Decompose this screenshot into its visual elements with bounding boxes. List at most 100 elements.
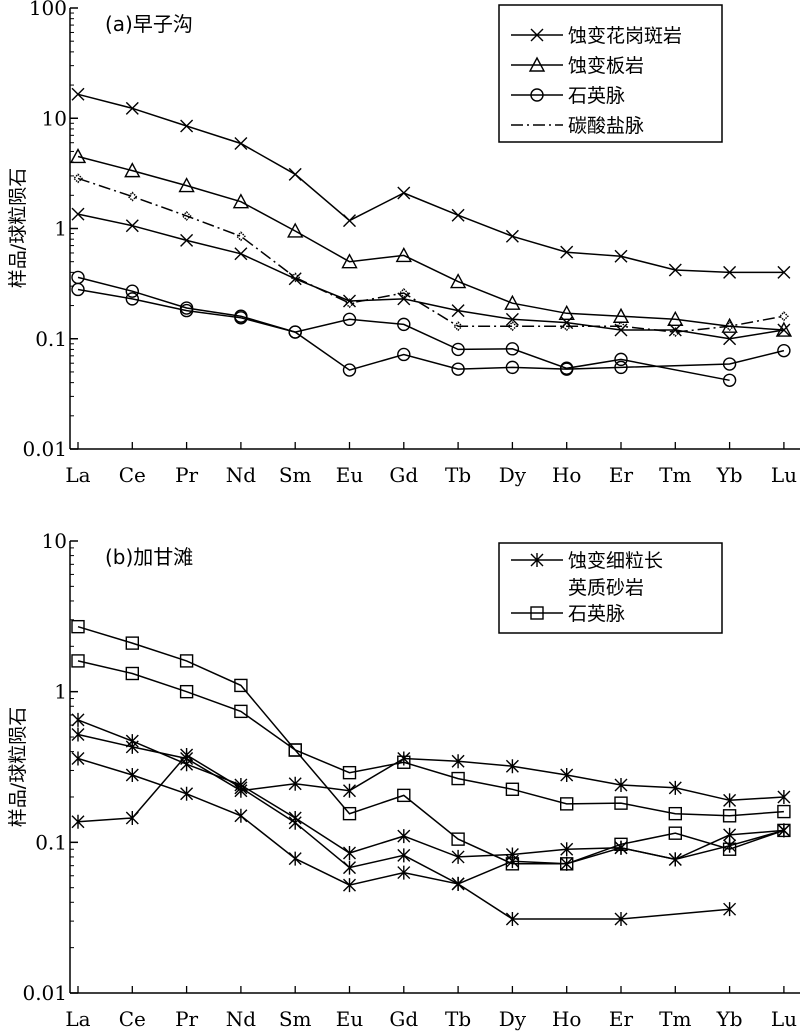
series-line	[77, 733, 784, 802]
star-marker	[397, 865, 411, 880]
star-marker	[451, 876, 465, 891]
x-marker	[343, 294, 356, 308]
y-tick-label: 100	[29, 0, 67, 20]
diamond-marker	[290, 272, 301, 283]
star-marker	[723, 838, 737, 853]
x-tick-label: Ho	[552, 463, 581, 487]
star-marker	[288, 815, 302, 830]
star-marker	[614, 778, 628, 793]
star-marker	[451, 754, 465, 769]
star-marker	[71, 751, 85, 766]
diamond-marker	[507, 321, 518, 332]
square-marker	[342, 806, 357, 821]
circle-marker	[451, 362, 465, 376]
legend-label: 蚀变板岩	[568, 55, 644, 77]
y-axis-label: 样品/球粒陨石	[7, 707, 29, 827]
star-marker	[777, 789, 791, 804]
y-tick-label: 1	[54, 680, 67, 704]
diamond-marker	[181, 210, 192, 221]
data-series	[71, 282, 791, 377]
data-series	[71, 751, 737, 926]
x-marker	[451, 304, 465, 318]
star-marker	[343, 860, 356, 875]
star-marker	[125, 739, 139, 754]
star-marker	[343, 878, 356, 893]
diamond-marker	[670, 327, 681, 338]
circle-marker	[560, 362, 574, 376]
x-tick-label: Sm	[279, 463, 312, 487]
x-marker	[180, 119, 194, 133]
x-tick-label: Eu	[336, 1007, 364, 1031]
diamond-marker	[344, 298, 355, 309]
data-series	[71, 619, 791, 871]
x-tick-label: Ho	[552, 1007, 581, 1031]
x-tick-label: Er	[609, 1007, 634, 1031]
x-marker	[777, 323, 791, 337]
x-marker	[125, 101, 139, 115]
y-tick-label: 0.1	[35, 830, 67, 854]
legend-box	[498, 4, 723, 143]
series-line	[77, 276, 730, 382]
x-marker	[505, 312, 519, 326]
triangle-marker	[287, 222, 304, 238]
y-tick-label: 1	[54, 217, 67, 241]
x-tick-label: Lu	[771, 463, 797, 487]
star-marker	[530, 553, 544, 567]
x-tick-label: La	[65, 1007, 90, 1031]
legend-label: 石英脉	[568, 85, 625, 107]
star-marker	[234, 780, 248, 795]
panel-a-chart: 0.01 0.1 1 10 100 La Ce Pr Nd Sm Eu Gd Tb Dy Ho Er Tm Yb L…	[7, 0, 800, 487]
x-tick-label: Pr	[175, 463, 198, 487]
circle-marker	[451, 342, 465, 357]
star-marker	[505, 911, 519, 926]
star-marker	[71, 814, 85, 829]
x-marker	[560, 245, 574, 259]
x-tick-label: Nd	[226, 1007, 257, 1031]
legend-label: 碳酸盐脉	[568, 115, 644, 137]
star-marker	[234, 808, 248, 823]
square-marker	[668, 806, 682, 821]
star-marker	[71, 712, 85, 727]
triangle-marker	[558, 304, 575, 321]
circle-marker	[179, 303, 194, 318]
star-marker	[71, 727, 85, 742]
x-tick-label: Ce	[119, 463, 146, 487]
x-marker	[530, 28, 544, 42]
square-marker	[505, 782, 520, 796]
series-line	[77, 288, 785, 371]
circle-marker	[530, 88, 544, 102]
circle-marker	[125, 284, 140, 298]
circle-marker	[342, 363, 357, 377]
circle-marker	[614, 360, 628, 375]
diamond-marker	[616, 321, 626, 332]
square-marker	[614, 837, 628, 852]
triangle-marker	[449, 273, 467, 289]
x-marker	[505, 229, 519, 243]
diamond-marker	[73, 173, 83, 184]
x-marker	[288, 167, 302, 181]
circle-marker	[71, 282, 85, 297]
x-tick-label: Dy	[499, 1007, 527, 1031]
star-marker	[560, 842, 574, 857]
diamond-marker	[453, 321, 464, 332]
series-line	[77, 625, 785, 865]
y-tick-label: 0.01	[22, 437, 67, 461]
x-marker	[71, 87, 85, 101]
triangle-marker	[504, 294, 521, 310]
series-line	[77, 660, 784, 817]
triangle-marker	[69, 148, 87, 164]
legend-label: 英质砂岩	[568, 577, 644, 599]
star-marker	[397, 848, 411, 863]
star-marker	[723, 793, 737, 808]
circle-marker	[288, 325, 302, 339]
data-series	[71, 654, 791, 823]
x-tick-label: La	[65, 463, 90, 487]
data-series	[71, 727, 791, 808]
star-marker	[343, 845, 356, 860]
circle-marker	[125, 292, 140, 306]
circle-marker	[397, 347, 411, 362]
circle-marker	[342, 312, 357, 327]
triangle-marker	[528, 56, 546, 72]
square-marker	[125, 666, 140, 681]
